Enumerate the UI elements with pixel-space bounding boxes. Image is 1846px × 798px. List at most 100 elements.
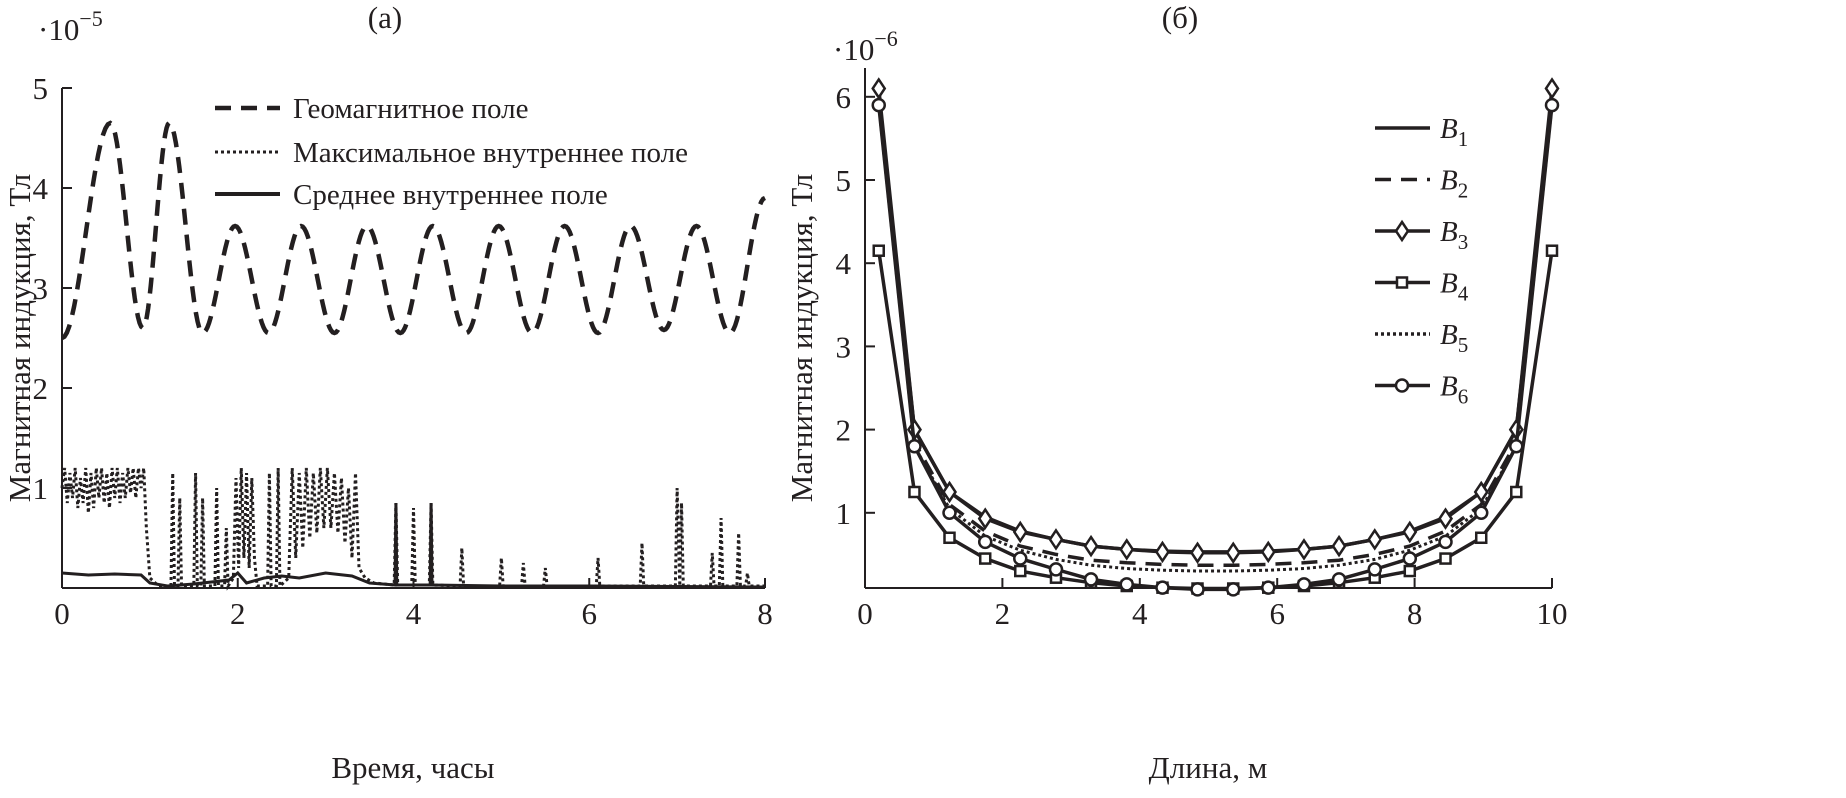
legend-label: B3 — [1440, 216, 1468, 254]
y-tick-label: 5 — [836, 163, 852, 198]
y-tick-label: 5 — [33, 71, 49, 106]
circle-marker — [1402, 551, 1418, 566]
legend-item-b5: B5 — [1375, 319, 1468, 357]
panel-b-label: (б) — [1162, 0, 1198, 35]
x-tick-label: 2 — [230, 596, 246, 631]
diamond-marker — [1402, 520, 1418, 544]
legend-label: B6 — [1440, 371, 1468, 409]
circle-marker — [1190, 582, 1205, 597]
y-tick-label: 4 — [33, 171, 49, 206]
legend-label-geomagnetic: Геомагнитное поле — [293, 93, 528, 125]
square-marker — [1403, 564, 1417, 578]
diamond-marker — [1367, 528, 1383, 551]
legend-label: B4 — [1440, 268, 1469, 306]
legend-label-subscript: 2 — [1458, 179, 1469, 203]
panel-a-label: (a) — [368, 0, 402, 35]
series-b6 — [871, 97, 1560, 597]
legend-label-subscript: 4 — [1458, 282, 1469, 306]
circle-marker — [1048, 562, 1064, 577]
diamond-marker — [1260, 540, 1276, 564]
circle-marker — [907, 438, 922, 454]
circle-marker — [1473, 505, 1489, 521]
circle-marker — [1331, 572, 1347, 587]
circle-marker — [1261, 580, 1276, 595]
legend-label-max-internal: Максимальное внутреннее поле — [293, 137, 688, 169]
legend-label: B1 — [1440, 113, 1468, 151]
y-tick-label: 2 — [33, 371, 49, 406]
diamond-marker — [1083, 534, 1099, 558]
series-line — [876, 100, 1554, 567]
circle-marker — [977, 534, 993, 550]
diamond-marker — [1048, 528, 1064, 551]
legend-item-b1: B1 — [1375, 113, 1468, 151]
square-marker — [1474, 531, 1488, 545]
series-b2 — [876, 100, 1554, 567]
diamond-marker — [871, 77, 887, 100]
square-marker — [908, 485, 921, 499]
legend-label-subscript: 1 — [1458, 127, 1469, 151]
panel-a-ylabel: Магнитная индукция, Тл — [2, 174, 37, 502]
legend-item-b3: B3 — [1375, 216, 1468, 254]
circle-marker — [1544, 97, 1560, 113]
panel-b-multiplier: ·10−6 — [833, 26, 898, 67]
square-marker — [1014, 564, 1027, 578]
circle-marker — [1509, 438, 1524, 454]
x-tick-label: 6 — [1269, 596, 1285, 631]
circle-marker — [1013, 551, 1028, 566]
legend-label-subscript: 5 — [1458, 333, 1469, 357]
panel-a-xlabel: Время, часы — [331, 750, 494, 785]
legend-label-name: B — [1440, 165, 1458, 197]
circle-marker — [1225, 582, 1241, 597]
diamond-marker — [977, 507, 993, 530]
y-tick-label: 1 — [836, 496, 852, 531]
legend-label: B5 — [1440, 319, 1468, 357]
legend-item-b6: B6 — [1375, 371, 1468, 409]
diamond-marker — [1119, 538, 1135, 561]
square-marker — [1439, 552, 1452, 565]
circle-marker — [1296, 577, 1312, 592]
diamond-marker — [1012, 520, 1028, 544]
y-tick-label: 3 — [836, 329, 852, 364]
legend-label-subscript: 6 — [1458, 385, 1469, 409]
square-marker — [1545, 244, 1559, 257]
legend-square-marker — [1395, 276, 1409, 289]
panel-a-legend: Геомагнитное поле Максимальное внутренне… — [215, 93, 688, 211]
x-tick-label: 0 — [54, 596, 70, 631]
diamond-marker — [1438, 507, 1454, 530]
x-tick-label: 6 — [582, 596, 598, 631]
legend-label-name: B — [1440, 319, 1458, 351]
circle-marker — [1438, 534, 1453, 550]
x-tick-label: 8 — [1407, 596, 1423, 631]
diamond-marker — [941, 480, 958, 504]
series-max-internal-field — [60, 467, 765, 591]
diamond-marker — [1544, 77, 1560, 100]
circle-marker — [1155, 580, 1170, 595]
x-tick-label: 2 — [995, 596, 1011, 631]
x-tick-label: 10 — [1537, 596, 1568, 631]
circle-marker — [1367, 562, 1383, 577]
panel-b-series — [871, 77, 1560, 597]
legend-label-mean-internal: Среднее внутреннее поле — [293, 179, 608, 211]
x-tick-label: 4 — [1132, 596, 1148, 631]
y-tick-label: 2 — [836, 413, 852, 448]
series-mean-internal-field — [61, 502, 766, 589]
diamond-marker — [1190, 541, 1206, 564]
panel-a-axes: 0 2 4 6 8 1 2 3 4 5 — [33, 71, 773, 631]
panel-b-ylabel: Магнитная индукция, Тл — [784, 174, 819, 502]
square-marker — [872, 244, 885, 257]
x-tick-label: 0 — [857, 596, 873, 631]
square-marker — [943, 531, 956, 545]
legend-diamond-marker — [1394, 219, 1410, 243]
circle-marker — [942, 505, 957, 521]
circle-marker — [1119, 577, 1134, 592]
x-tick-label: 8 — [757, 596, 773, 631]
y-tick-label: 6 — [836, 80, 852, 115]
diamond-marker — [1331, 534, 1347, 558]
panel-b-xlabel: Длина, м — [1149, 750, 1268, 785]
x-tick-label: 4 — [406, 596, 422, 631]
legend-item-b2: B2 — [1375, 165, 1468, 203]
circle-marker — [1083, 572, 1099, 587]
